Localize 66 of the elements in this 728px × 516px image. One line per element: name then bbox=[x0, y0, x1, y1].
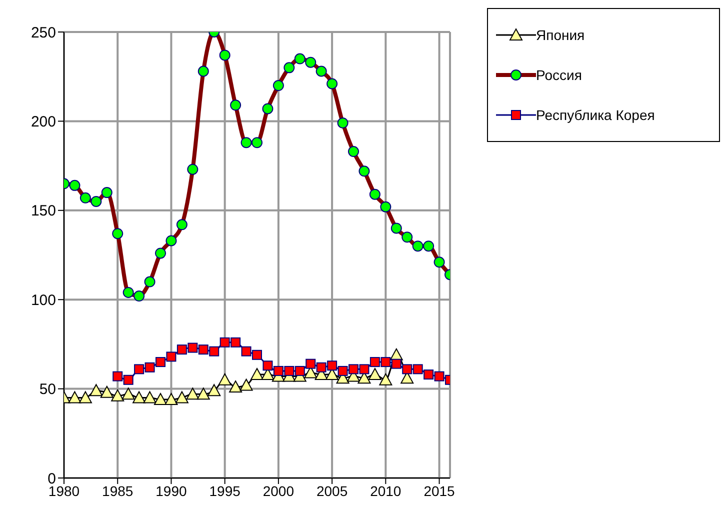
point bbox=[252, 350, 262, 360]
point bbox=[188, 342, 198, 353]
point bbox=[412, 364, 423, 374]
point bbox=[156, 357, 166, 368]
point bbox=[348, 364, 358, 374]
point bbox=[78, 391, 92, 404]
point bbox=[164, 393, 178, 406]
point bbox=[370, 357, 380, 368]
y-tick-label: 100 bbox=[30, 292, 56, 309]
point bbox=[122, 388, 135, 400]
x-tick-label: 2005 bbox=[316, 482, 348, 499]
point bbox=[327, 360, 338, 371]
point bbox=[380, 357, 391, 368]
x-tick-label: 1995 bbox=[209, 482, 241, 499]
legend-label: Япония bbox=[536, 27, 585, 43]
point bbox=[368, 368, 382, 380]
point bbox=[208, 384, 221, 396]
point bbox=[338, 366, 348, 376]
point bbox=[144, 362, 155, 372]
point bbox=[186, 388, 200, 400]
legend-label: Россия bbox=[536, 67, 582, 83]
point bbox=[112, 371, 123, 382]
point bbox=[90, 384, 103, 396]
point bbox=[379, 373, 392, 386]
point bbox=[154, 393, 167, 406]
y-tick-label: 200 bbox=[30, 114, 56, 131]
point bbox=[198, 344, 208, 355]
point bbox=[68, 391, 82, 404]
point bbox=[229, 380, 242, 393]
point bbox=[359, 364, 370, 374]
point bbox=[175, 391, 188, 404]
point bbox=[196, 388, 210, 400]
point bbox=[123, 374, 134, 385]
point bbox=[402, 364, 412, 374]
y-tick-label: 50 bbox=[39, 381, 56, 398]
point bbox=[262, 360, 273, 371]
x-tick-label: 2000 bbox=[262, 482, 294, 499]
point bbox=[100, 386, 114, 398]
point bbox=[391, 358, 402, 369]
point bbox=[230, 337, 241, 348]
point bbox=[306, 358, 316, 369]
point bbox=[240, 378, 253, 391]
x-tick-label: 2015 bbox=[424, 482, 456, 499]
point bbox=[434, 371, 444, 382]
point bbox=[111, 389, 124, 402]
y-tick-label: 150 bbox=[30, 202, 56, 220]
point bbox=[284, 366, 294, 376]
point bbox=[132, 391, 146, 404]
point bbox=[316, 362, 326, 372]
point bbox=[218, 373, 232, 386]
point bbox=[273, 366, 284, 376]
point bbox=[250, 368, 264, 380]
point bbox=[209, 346, 220, 356]
x-tick-label: 1990 bbox=[156, 482, 188, 499]
x-tick-label: 2010 bbox=[370, 482, 402, 499]
legend-label: Республика Корея bbox=[536, 107, 655, 123]
point bbox=[166, 352, 176, 362]
point bbox=[143, 391, 156, 404]
y-tick-label: 250 bbox=[30, 24, 56, 42]
point bbox=[134, 364, 144, 374]
point bbox=[424, 370, 434, 380]
x-tick-label: 1985 bbox=[102, 482, 134, 499]
point bbox=[220, 337, 230, 348]
point bbox=[176, 344, 187, 355]
point bbox=[294, 366, 305, 376]
point bbox=[241, 346, 252, 356]
